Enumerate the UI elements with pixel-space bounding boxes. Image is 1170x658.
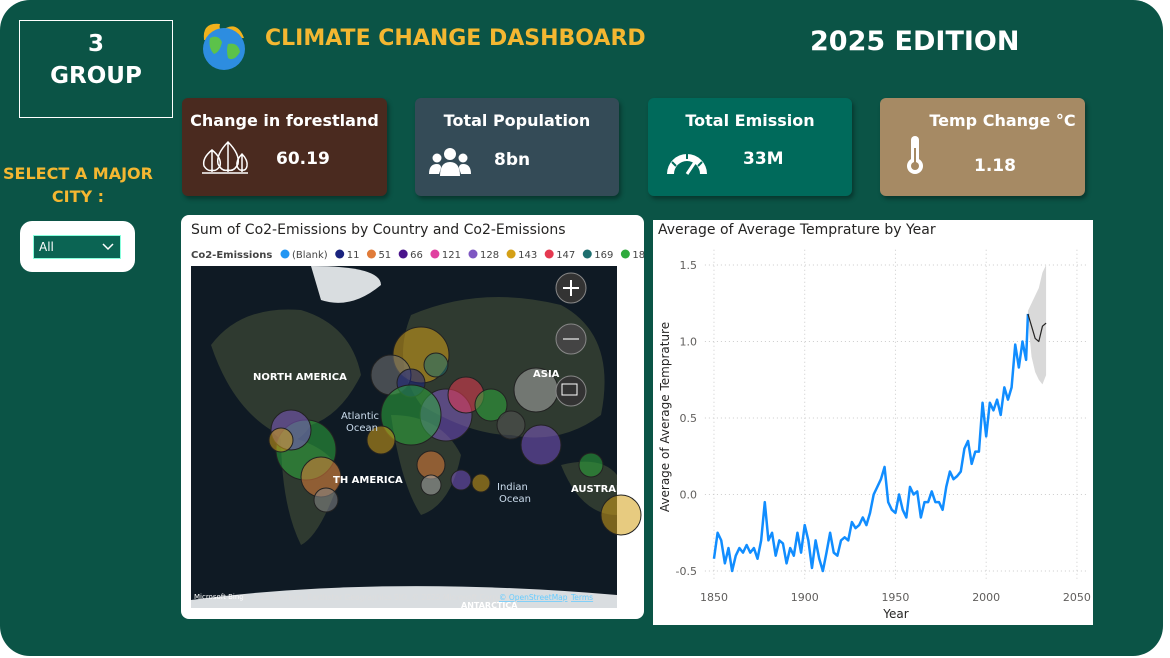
map-attribution: © 2025 TomTom, Earthstar Geographics SIO… — [241, 593, 526, 602]
map-label: Ocean — [346, 423, 378, 434]
line-chart: Average of Average Temprature by Year Ye… — [658, 222, 1091, 621]
line-series — [1027, 313, 1047, 343]
legend-label: (Blank) — [292, 250, 328, 261]
kpi-card: Temp Change °C 1.18 — [880, 98, 1085, 196]
line-visual: Average of Average Temprature by Year Ye… — [653, 220, 1093, 625]
map-legend: (Blank) 11 51 66 121 128 143 147 169 180 — [280, 249, 651, 261]
map-title: Sum of Co2-Emissions by Country and Co2-… — [191, 222, 566, 238]
map-visual: Sum of Co2-Emissions by Country and Co2-… — [181, 215, 651, 619]
kpi-card: Change in forestland 60.19 — [182, 98, 387, 196]
line-series — [712, 313, 1030, 573]
legend-swatch — [544, 249, 554, 259]
group-number: 3 — [87, 31, 104, 57]
kpi-card: Total Population 8bn — [415, 98, 619, 196]
map-logo: Microsoft Bing — [194, 593, 244, 601]
map-label: Ocean — [499, 494, 531, 505]
map-label: NORTH AMERICA — [253, 372, 347, 383]
x-tick-label: 1850 — [700, 591, 728, 604]
legend-title: Co2-Emissions — [191, 250, 272, 261]
y-tick-label: 0.0 — [680, 489, 698, 502]
y-axis-title: Average of Average Temprature — [658, 322, 672, 512]
y-tick-label: 1.0 — [680, 336, 698, 349]
legend-label: 143 — [518, 250, 537, 261]
x-tick-label: 1950 — [881, 591, 909, 604]
legend-label: 169 — [594, 250, 613, 261]
map-label: ASIA — [533, 369, 560, 380]
forest-icon — [202, 140, 248, 174]
osm-link[interactable]: © OpenStreetMap — [499, 593, 568, 602]
filter-label: SELECT A MAJOR CITY : — [3, 164, 153, 206]
map-label: Atlantic — [341, 411, 379, 422]
legend-swatch — [620, 249, 630, 259]
kpi-title: Temp Change °C — [929, 111, 1076, 130]
kpi-title: Total Emission — [685, 111, 815, 130]
legend-swatch — [506, 249, 516, 259]
legend-swatch — [280, 249, 290, 259]
kpi-card: Total Emission 33M — [648, 98, 852, 196]
gauge-icon — [667, 154, 707, 175]
kpi-value: 33M — [743, 149, 784, 169]
zoom-out[interactable] — [555, 323, 587, 355]
y-tick-label: 0.5 — [680, 412, 698, 425]
x-tick-label: 2000 — [972, 591, 1000, 604]
emission-bubbles — [268, 326, 642, 536]
y-tick-label: 1.5 — [680, 259, 698, 272]
legend-swatch — [582, 249, 592, 259]
x-tick-label: 2050 — [1063, 591, 1091, 604]
group-label: GROUP — [50, 63, 142, 89]
kpi-title: Change in forestland — [190, 111, 379, 130]
map-svg: Sum of Co2-Emissions by Country and Co2-… — [191, 222, 651, 610]
legend-swatch — [335, 249, 345, 259]
confidence-band — [1027, 265, 1047, 385]
legend-swatch — [468, 249, 478, 259]
dropdown-value: All — [39, 240, 54, 254]
zoom-in[interactable] — [555, 272, 587, 304]
filter-box: All — [20, 221, 135, 272]
map-label: TH AMERICA — [333, 475, 403, 486]
thermometer-icon — [907, 136, 923, 174]
edition: 2025 EDITION — [810, 26, 1020, 57]
select-tool[interactable] — [555, 375, 587, 407]
legend-label: 11 — [347, 250, 360, 261]
dashboard-title: CLIMATE CHANGE DASHBOARD — [265, 26, 646, 51]
globe-icon — [203, 23, 245, 70]
chart-title: Average of Average Temprature by Year — [658, 222, 936, 238]
kpi-value: 8bn — [494, 150, 531, 170]
legend-label: 147 — [556, 250, 575, 261]
legend-label: 180 — [632, 250, 644, 261]
terms-link[interactable]: Terms — [570, 593, 593, 602]
kpi-value: 1.18 — [974, 156, 1016, 176]
legend-label: 51 — [378, 250, 391, 261]
legend-swatch — [398, 249, 408, 259]
map-label: ANTARCTICA — [461, 601, 518, 610]
legend-label: 128 — [480, 250, 499, 261]
map-label: Indian — [497, 482, 528, 493]
x-axis-title: Year — [882, 607, 908, 621]
legend-swatch — [366, 249, 376, 259]
legend-label: 66 — [410, 250, 423, 261]
map-label: AUSTRAL — [571, 484, 623, 495]
population-icon — [429, 148, 471, 176]
legend-swatch — [430, 249, 440, 259]
legend-label: 121 — [442, 250, 461, 261]
city-dropdown[interactable]: All — [33, 235, 121, 259]
x-tick-label: 1900 — [791, 591, 819, 604]
group-box: 3 GROUP — [19, 20, 173, 118]
y-tick-label: -0.5 — [676, 565, 697, 578]
kpi-title: Total Population — [443, 111, 591, 130]
map-labels: NORTH AMERICA Atlantic Ocean ASIA TH AME… — [253, 369, 623, 610]
kpi-value: 60.19 — [276, 149, 330, 169]
dropdown-arrow — [102, 243, 114, 251]
